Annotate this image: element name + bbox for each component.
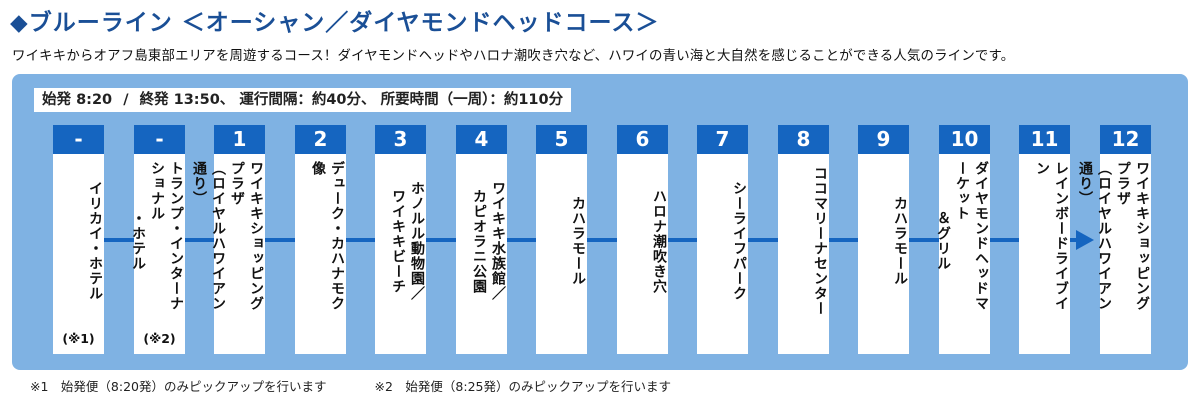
footnote-1: ※1 始発便（8:20発）のみピックアップを行います (30, 379, 327, 394)
route-description: ワイキキからオアフ島東部エリアを周遊するコース！ダイヤモンドヘッドやハロナ潮吹き… (12, 49, 1015, 64)
trip-duration: 所要時間（一周）：約110分 (380, 92, 564, 108)
stop-number: - (134, 125, 185, 154)
service-interval: 運行間隔：約40分、 (239, 92, 376, 108)
route-stop: 11 レインボードライブイン (1019, 125, 1070, 354)
stop-name-line: ワイキキ水族館／ (490, 181, 506, 301)
route-stop: 2 デューク・カハナモク像 (295, 125, 346, 354)
stop-name: ワイキキショッピングプラザ （ロイヤルハワイアン通り） (191, 161, 265, 321)
stop-name: カハラモール (858, 161, 909, 321)
stop-name: ココマリーナセンター (778, 161, 829, 321)
route-stop: - イリカイ・ホテル (※1) (53, 125, 104, 354)
last-departure-label: 終発 (139, 92, 169, 108)
stop-number: 1 (214, 125, 265, 154)
footnotes: ※1 始発便（8:20発）のみピックアップを行います ※2 始発便（8:25発）… (30, 376, 715, 395)
stop-name-line: ＆グリル (935, 211, 951, 271)
page-title: ◆ブルーライン ＜オーシャン／ダイヤモンドヘッドコース＞ (10, 10, 660, 36)
stop-name-line: ワイキキショッピングプラザ (1115, 161, 1150, 311)
route-stop: 10 ダイヤモンドヘッドマーケット ＆グリル (935, 125, 990, 354)
stop-number: 8 (778, 125, 829, 154)
stop-name: トランプ・インターナショナル ・ホテル (130, 161, 185, 321)
stop-name: ホノルル動物園／ ワイキキビーチ (375, 161, 426, 321)
route-stop: 12 ワイキキショッピングプラザ （ロイヤルハワイアン通り） (1077, 125, 1151, 354)
route-stop: 5 カハラモール (536, 125, 587, 354)
stop-name: デューク・カハナモク像 (295, 161, 346, 321)
stop-name-line: トランプ・インターナショナル (149, 161, 184, 311)
route-stop: 7 シーライフパーク (697, 125, 748, 354)
stop-name: ワイキキ水族館／ カピオラニ公園 (456, 161, 507, 321)
stop-name-line: イリカイ・ホテル (87, 181, 103, 301)
last-departure-time: 13:50、 (173, 92, 235, 108)
stop-name: カハラモール (536, 161, 587, 321)
stop-name: ハロナ潮吹き穴 (617, 161, 668, 321)
stop-number: 3 (375, 125, 426, 154)
route-stop: 3 ホノルル動物園／ ワイキキビーチ (375, 125, 426, 354)
stop-note: (※2) (143, 331, 176, 346)
stop-number: 12 (1100, 125, 1151, 154)
stop-name-line: ココマリーナセンター (812, 166, 828, 316)
route-stop: 9 カハラモール (858, 125, 909, 354)
stop-number: - (53, 125, 104, 154)
stop-name-line: （ロイヤルハワイアン通り） (1077, 161, 1112, 311)
stop-name-line: ワイキキビーチ (390, 188, 406, 294)
footnote-2: ※2 始発便（8:25発）のみピックアップを行います (374, 379, 671, 394)
first-departure-label: 始発 (42, 92, 71, 108)
stop-number: 11 (1019, 125, 1070, 154)
stop-number: 9 (858, 125, 909, 154)
schedule-info: 始発 8:20 / 終発 13:50、 運行間隔：約40分、 所要時間（一周）：… (34, 88, 572, 112)
stop-name-line: レインボードライブイン (1034, 161, 1069, 311)
stop-name: レインボードライブイン (1019, 161, 1070, 321)
stop-note: (※1) (62, 331, 95, 346)
stop-number: 4 (456, 125, 507, 154)
first-departure-time: 8:20 (76, 92, 113, 108)
stop-number: 6 (617, 125, 668, 154)
stop-name-line: ・ホテル (130, 211, 146, 271)
stop-name: ダイヤモンドヘッドマーケット ＆グリル (935, 161, 990, 321)
stop-number: 7 (697, 125, 748, 154)
stop-number: 2 (295, 125, 346, 154)
route-stop: 4 ワイキキ水族館／ カピオラニ公園 (456, 125, 507, 354)
route-stop: 8 ココマリーナセンター (778, 125, 829, 354)
stop-number: 10 (939, 125, 990, 154)
stop-name-line: デューク・カハナモク像 (310, 161, 345, 311)
stop-name-line: カハラモール (892, 196, 908, 286)
stop-name: シーライフパーク (697, 161, 748, 321)
route-direction-arrow-icon (1076, 230, 1094, 250)
stop-name: ワイキキショッピングプラザ （ロイヤルハワイアン通り） (1077, 161, 1151, 321)
stop-number: 5 (536, 125, 587, 154)
stop-name-line: （ロイヤルハワイアン通り） (191, 161, 226, 311)
stop-name-line: ダイヤモンドヘッドマーケット (954, 161, 989, 311)
separator-slash: / (123, 92, 129, 108)
route-line (100, 238, 1078, 242)
stop-name-line: シーライフパーク (731, 181, 747, 301)
route-stop: - トランプ・インターナショナル ・ホテル (※2) (130, 125, 185, 354)
route-stop: 1 ワイキキショッピングプラザ （ロイヤルハワイアン通り） (191, 125, 265, 354)
stop-name-line: カハラモール (570, 196, 586, 286)
stop-name-line: ワイキキショッピングプラザ (229, 161, 264, 311)
stop-name-line: ハロナ潮吹き穴 (651, 188, 667, 294)
stop-name-line: カピオラニ公園 (471, 188, 487, 294)
stop-name: イリカイ・ホテル (53, 161, 104, 321)
route-stop: 6 ハロナ潮吹き穴 (617, 125, 668, 354)
stop-name-line: ホノルル動物園／ (409, 181, 425, 301)
route-panel (12, 74, 1188, 370)
